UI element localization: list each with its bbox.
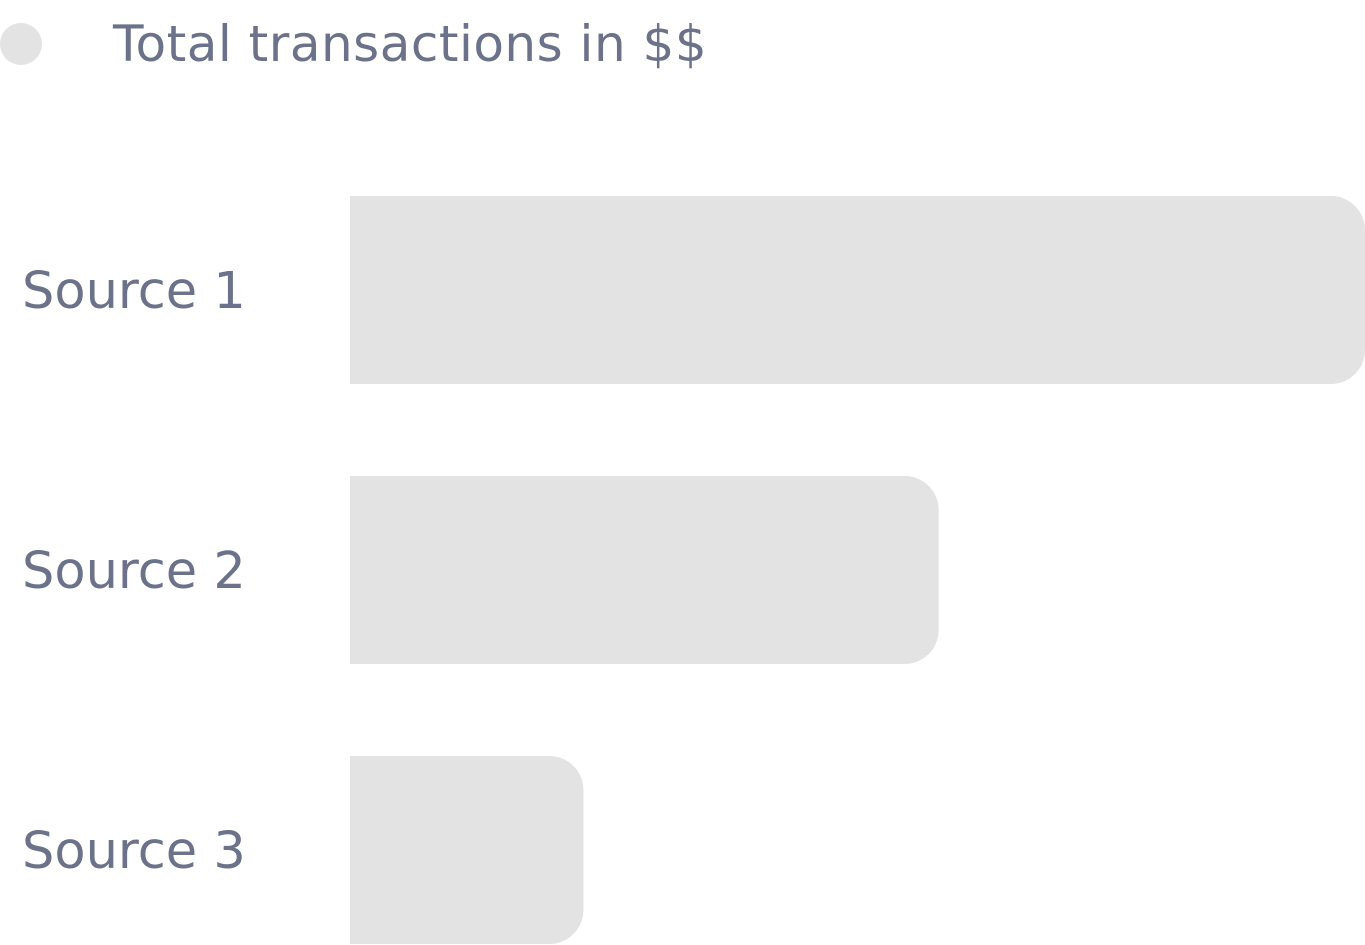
legend: Total transactions in $$ <box>0 14 707 74</box>
legend-label: Total transactions in $$ <box>113 15 708 73</box>
category-label-source-2: Source 2 <box>22 542 246 601</box>
bars-group <box>350 196 1365 944</box>
bar-source-2 <box>350 476 939 664</box>
bar-source-3 <box>350 756 584 944</box>
category-label-source-3: Source 3 <box>22 822 246 881</box>
category-labels-group: Source 1 Source 2 Source 3 <box>22 262 246 881</box>
bar-source-1 <box>350 196 1365 384</box>
category-label-source-1: Source 1 <box>22 262 246 321</box>
legend-swatch <box>0 23 42 65</box>
